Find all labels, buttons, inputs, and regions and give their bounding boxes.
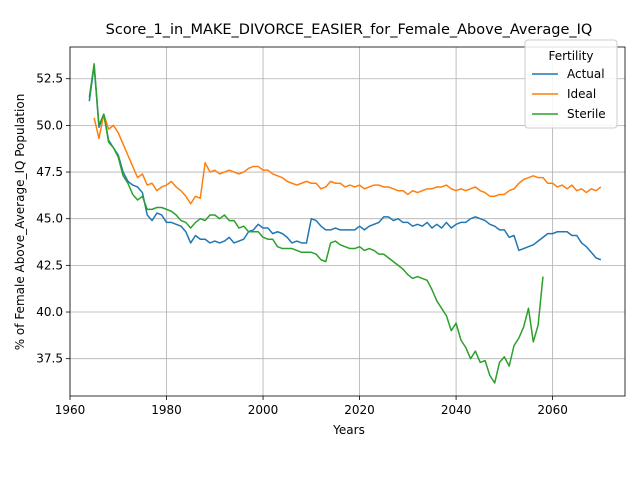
x-axis-label: Years bbox=[332, 423, 365, 437]
x-tick-label: 2040 bbox=[441, 403, 472, 417]
plot-frame bbox=[69, 46, 626, 397]
x-tick-label: 1960 bbox=[55, 403, 86, 417]
y-tick-label: 47.5 bbox=[36, 165, 63, 179]
x-tick-label: 2020 bbox=[344, 403, 375, 417]
legend-items: Actual Ideal Sterile bbox=[532, 67, 606, 121]
y-tick-label: 37.5 bbox=[36, 352, 63, 366]
x-tick-label: 2000 bbox=[248, 403, 279, 417]
x-tick-label: 1980 bbox=[151, 403, 182, 417]
series-layer bbox=[88, 63, 602, 384]
x-tick-label: 2060 bbox=[537, 403, 568, 417]
y-axis-ticks: 37.5 40.0 42.5 45.0 47.5 50.0 52.5 bbox=[36, 72, 70, 366]
y-tick-label: 50.0 bbox=[36, 118, 63, 132]
y-axis-label: % of Female Above_Average_IQ Population bbox=[13, 94, 27, 351]
legend-label-sterile: Sterile bbox=[567, 107, 606, 121]
y-tick-label: 45.0 bbox=[36, 212, 63, 226]
x-axis-ticks: 1960 1980 2000 2020 2040 2060 bbox=[55, 396, 568, 417]
legend: Fertility Actual Ideal Sterile bbox=[524, 39, 618, 129]
series-line-sterile bbox=[88, 63, 544, 384]
legend-title: Fertility bbox=[548, 49, 593, 63]
legend-label-actual: Actual bbox=[567, 67, 605, 81]
series-line-actual bbox=[88, 64, 602, 261]
chart-title: Score_1_in_MAKE_DIVORCE_EASIER_for_Femal… bbox=[106, 22, 593, 38]
y-tick-label: 42.5 bbox=[36, 258, 63, 272]
y-tick-label: 52.5 bbox=[36, 72, 63, 86]
legend-box bbox=[524, 39, 618, 129]
series-line-ideal bbox=[93, 113, 602, 205]
y-tick-label: 40.0 bbox=[36, 305, 63, 319]
legend-label-ideal: Ideal bbox=[567, 87, 596, 101]
